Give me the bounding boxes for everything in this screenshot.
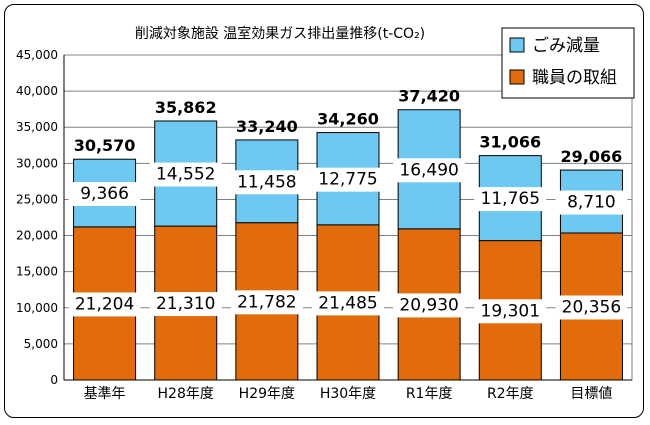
x-tick-label: R1年度 [406,386,453,402]
y-tick-label: 5,000 [24,337,58,351]
label-box [149,162,222,187]
data-label-total: 31,066 [479,133,541,152]
y-tick-label: 35,000 [16,120,58,134]
data-label-waste-reduction: 14,552 [156,165,215,185]
data-label-staff-effort: 21,310 [156,294,215,314]
label-box [474,299,547,324]
x-tick-label: H28年度 [158,386,214,402]
label-box [230,290,303,315]
data-label-staff-effort: 20,930 [399,295,458,315]
y-tick-label: 0 [50,373,58,387]
y-tick-label: 10,000 [16,301,58,315]
data-label-total: 33,240 [236,117,298,136]
y-tick-label: 15,000 [16,265,58,279]
data-label-waste-reduction: 16,490 [399,160,458,180]
data-label-waste-reduction: 9,366 [80,184,129,204]
data-label-total: 34,260 [317,110,379,129]
data-label-staff-effort: 19,301 [481,301,540,321]
legend-label: 職員の取組 [532,68,617,88]
label-box [393,293,466,318]
x-tick-label: H30年度 [320,386,376,402]
label-box [555,295,628,320]
chart-title: 削減対象施設 温室効果ガス排出量推移(t-CO₂) [135,25,425,42]
data-label-staff-effort: 21,782 [237,292,296,312]
label-box [474,187,547,212]
legend-label: ごみ減量 [532,36,600,56]
x-tick-label: 目標値 [570,386,612,402]
data-label-total: 30,570 [74,136,136,155]
label-box [149,292,222,317]
label-box [230,170,303,195]
label-box [555,190,628,215]
y-tick-label: 25,000 [16,192,58,206]
data-label-waste-reduction: 11,458 [237,172,296,192]
y-tick-label: 45,000 [16,48,58,62]
label-box [312,291,384,316]
y-tick-label: 20,000 [16,229,58,243]
y-tick-label: 30,000 [16,156,58,170]
data-label-total: 29,066 [561,147,623,166]
data-label-total: 37,420 [398,87,460,106]
label-box [393,158,466,183]
label-box [68,182,141,207]
x-tick-label: R2年度 [487,386,534,402]
data-label-waste-reduction: 8,710 [567,193,616,213]
data-label-waste-reduction: 11,765 [481,189,540,209]
data-label-waste-reduction: 12,775 [318,170,377,190]
label-box [68,292,141,317]
data-label-staff-effort: 21,204 [75,294,134,314]
legend-swatch [509,69,525,85]
x-tick-label: 基準年 [84,385,126,402]
x-tick-label: H29年度 [239,386,295,402]
data-label-staff-effort: 21,485 [318,293,377,313]
data-label-staff-effort: 20,356 [562,297,621,317]
legend-swatch [509,37,525,53]
data-label-total: 35,862 [155,98,217,117]
y-tick-label: 40,000 [16,84,58,98]
label-box [312,167,384,192]
